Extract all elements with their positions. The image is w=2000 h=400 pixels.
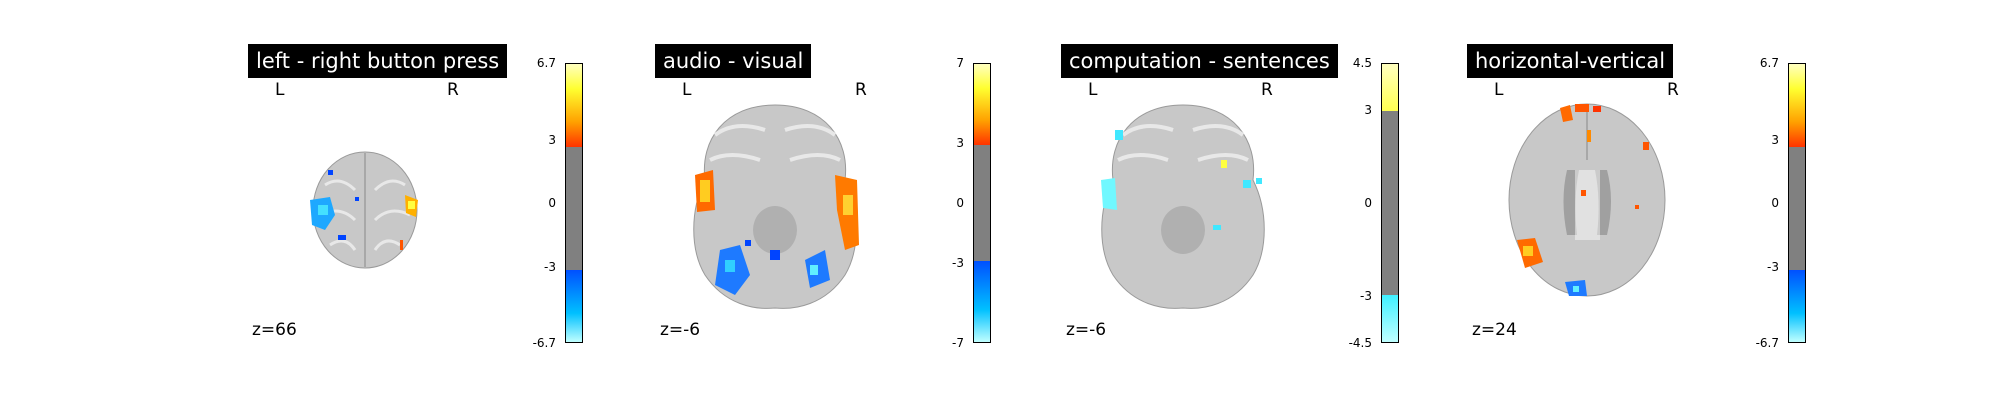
right-hemisphere-label: R	[855, 80, 867, 100]
negative-blob	[1101, 178, 1117, 210]
colorbar-max-tick: 6.7	[536, 56, 556, 70]
colorbar-zero-tick: 0	[956, 196, 964, 210]
positive-blob-core	[1523, 246, 1533, 256]
colorbar-upper-threshold-tick: 3	[956, 136, 964, 150]
negative-blob-core	[1573, 286, 1579, 292]
positive-blob	[1575, 104, 1589, 112]
negative-blob-core	[810, 265, 818, 275]
sulci	[319, 179, 411, 251]
colorbar-min-tick: -7	[952, 336, 964, 350]
colorbar-lower-threshold-tick: -3	[544, 260, 556, 274]
panel-title: left - right button press	[248, 44, 508, 78]
colorbar	[1381, 63, 1399, 343]
positive-blob-core	[408, 201, 415, 209]
colorbar	[1788, 63, 1806, 343]
positive-blob	[1587, 130, 1591, 142]
ventricles	[1563, 170, 1611, 235]
negative-blob-core	[318, 205, 328, 215]
negative-blob	[1256, 178, 1262, 184]
colorbar-upper-threshold-tick: 3	[1364, 103, 1372, 117]
colorbar-lower-threshold-tick: -3	[952, 256, 964, 270]
colorbar	[565, 63, 583, 343]
negative-blob-core	[725, 260, 735, 272]
colorbar-upper-threshold-tick: 3	[1771, 133, 1779, 147]
negative-blob	[1243, 180, 1251, 188]
negative-blob	[328, 170, 333, 175]
negative-blob	[355, 197, 359, 201]
right-hemisphere-label: R	[447, 80, 459, 100]
sulci	[709, 124, 841, 162]
positive-blob	[1593, 106, 1601, 112]
colorbar-min-tick: -6.7	[532, 336, 556, 350]
positive-blob	[1643, 142, 1649, 150]
right-hemisphere-label: R	[1667, 80, 1679, 100]
colorbar-lower-threshold-tick: -3	[1360, 289, 1372, 303]
brain-slice-z24	[1508, 103, 1666, 297]
positive-blob-core	[700, 180, 710, 202]
slice-coordinate-label: z=-6	[1066, 320, 1107, 340]
slice-coordinate-label: z=66	[252, 320, 297, 340]
positive-blob	[1581, 190, 1586, 196]
negative-blob	[770, 250, 780, 260]
colorbar-zero-tick: 0	[548, 196, 556, 210]
panel-audio-visual: audio - visual L R z=-6 7 3 0 -3 -7	[0, 0, 991, 400]
colorbar-min-tick: -4.5	[1348, 336, 1372, 350]
slice-coordinate-label: z=-6	[660, 320, 701, 340]
left-hemisphere-label: L	[1088, 80, 1098, 100]
panel-title: audio - visual	[655, 44, 812, 78]
colorbar-lower-threshold-tick: -3	[1767, 260, 1779, 274]
colorbar-max-tick: 6.7	[1759, 56, 1779, 70]
brain-slice-z-6	[1101, 104, 1265, 309]
colorbar-max-tick: 4.5	[1352, 56, 1372, 70]
left-hemisphere-label: L	[275, 80, 285, 100]
colorbar-max-tick: 7	[956, 56, 964, 70]
white-matter	[1575, 170, 1600, 240]
positive-blob	[400, 240, 403, 250]
positive-blob	[1560, 105, 1573, 122]
left-hemisphere-label: L	[682, 80, 692, 100]
colorbar-min-tick: -6.7	[1755, 336, 1779, 350]
colorbar	[973, 63, 991, 343]
brain-slice-z66	[310, 151, 418, 269]
negative-blob	[1213, 225, 1221, 230]
sulci	[1117, 124, 1249, 162]
left-hemisphere-label: L	[1494, 80, 1504, 100]
slice-coordinate-label: z=24	[1472, 320, 1517, 340]
negative-blob	[338, 235, 346, 240]
colorbar-zero-tick: 0	[1771, 196, 1779, 210]
colorbar-zero-tick: 0	[1364, 196, 1372, 210]
positive-blob-core	[843, 195, 853, 215]
positive-blob	[1221, 160, 1227, 168]
positive-blob	[1635, 205, 1639, 209]
panel-title: horizontal-vertical	[1467, 44, 1674, 78]
negative-blob	[1115, 130, 1123, 140]
right-hemisphere-label: R	[1261, 80, 1273, 100]
brain-slice-z-6	[693, 104, 859, 309]
panel-computation-sentences: computation - sentences L R z=-6 4.5 3 0…	[0, 0, 1399, 400]
panel-title: computation - sentences	[1061, 44, 1338, 78]
colorbar-upper-threshold-tick: 3	[548, 133, 556, 147]
negative-blob	[745, 240, 751, 246]
brainstem	[753, 206, 797, 254]
panel-horizontal-vertical: horizontal-vertical L R z=24 6.7 3 0 -3 …	[0, 0, 1806, 400]
panel-left-right-button-press: left - right button press L R z=66 6.7 3…	[0, 0, 583, 400]
brainstem	[1161, 206, 1205, 254]
